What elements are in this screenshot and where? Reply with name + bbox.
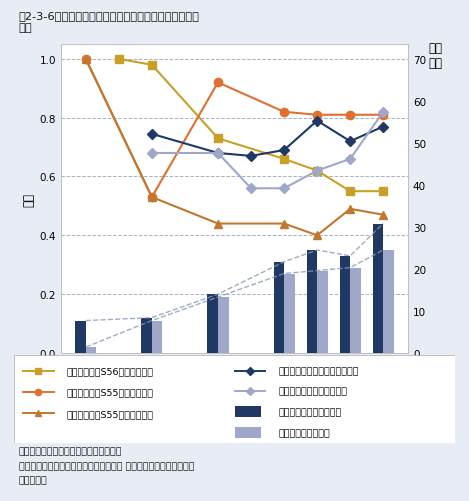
Bar <box>273 262 284 353</box>
Text: （注）（　）内総農家戸数のデータの年: （注）（ ）内総農家戸数のデータの年 <box>19 447 122 456</box>
Bar <box>340 257 350 353</box>
Text: 総林家戸数（S55年比　左軸）: 総林家戸数（S55年比 左軸） <box>67 388 154 397</box>
Text: イノシシによる被害額（右軸）: イノシシによる被害額（右軸） <box>279 367 359 376</box>
Text: 総農家戸数（S56年比　左軸）: 総農家戸数（S56年比 左軸） <box>67 367 154 376</box>
Bar <box>207 295 218 353</box>
Text: シカ捕獲数（右軸）: シカ捕獲数（右軸） <box>279 428 330 437</box>
Bar <box>350 268 361 353</box>
Bar <box>141 318 152 353</box>
Bar <box>373 224 383 353</box>
Text: 図2-3-6　山林に対する人の関わりの低下と鳥獣被害の: 図2-3-6 山林に対する人の関わりの低下と鳥獣被害の <box>19 11 200 21</box>
Bar <box>284 274 295 353</box>
Bar <box>234 407 261 417</box>
Text: イノシシ捕獲数（右軸）: イノシシ捕獲数（右軸） <box>279 407 342 416</box>
Y-axis label: 万頭
億円: 万頭 億円 <box>429 42 443 70</box>
Bar <box>234 427 261 438</box>
Text: 狩猟者数　（S55年比　左軸）: 狩猟者数 （S55年比 左軸） <box>67 409 154 418</box>
Bar <box>218 298 228 353</box>
Bar <box>307 250 317 353</box>
Bar <box>152 321 162 353</box>
Bar <box>317 271 328 353</box>
Bar <box>86 347 96 353</box>
Y-axis label: 比率: 比率 <box>23 192 36 206</box>
Bar <box>75 321 86 353</box>
Text: シカによる被害額（右軸）: シカによる被害額（右軸） <box>279 386 348 395</box>
Bar <box>383 250 394 353</box>
Text: 作成: 作成 <box>19 475 47 484</box>
Text: 増加: 増加 <box>19 23 32 33</box>
Text: 資料：環境省鳥獣関係統計、農林水産省 農林業センサスより環境省: 資料：環境省鳥獣関係統計、農林水産省 農林業センサスより環境省 <box>19 461 194 470</box>
